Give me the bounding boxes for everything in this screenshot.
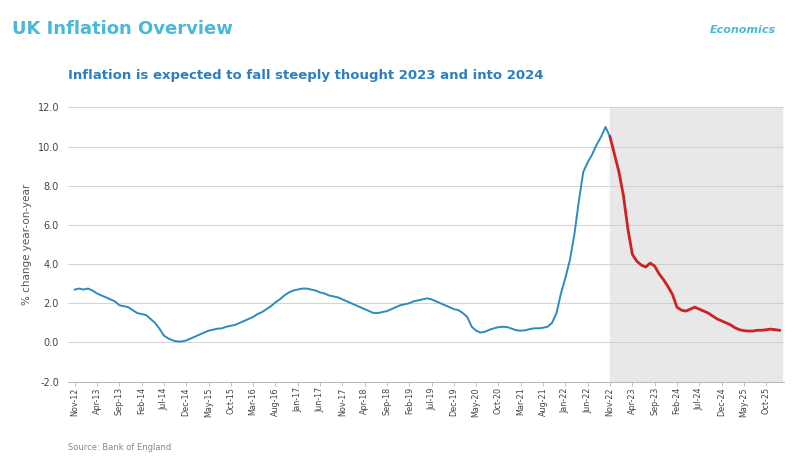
Text: • • •: • • • [734, 0, 750, 4]
Text: Source: Bank of England: Source: Bank of England [68, 442, 171, 452]
Bar [610, 107, 782, 382]
Text: Inflation is expected to fall steeply thought 2023 and into 2024: Inflation is expected to fall steeply th… [68, 69, 543, 82]
Text: Economics: Economics [710, 25, 776, 35]
Text: Retail: Retail [671, 25, 707, 35]
Text: UK Inflation Overview: UK Inflation Overview [12, 20, 233, 38]
Y-axis label: % change year-on-year: % change year-on-year [22, 184, 32, 305]
